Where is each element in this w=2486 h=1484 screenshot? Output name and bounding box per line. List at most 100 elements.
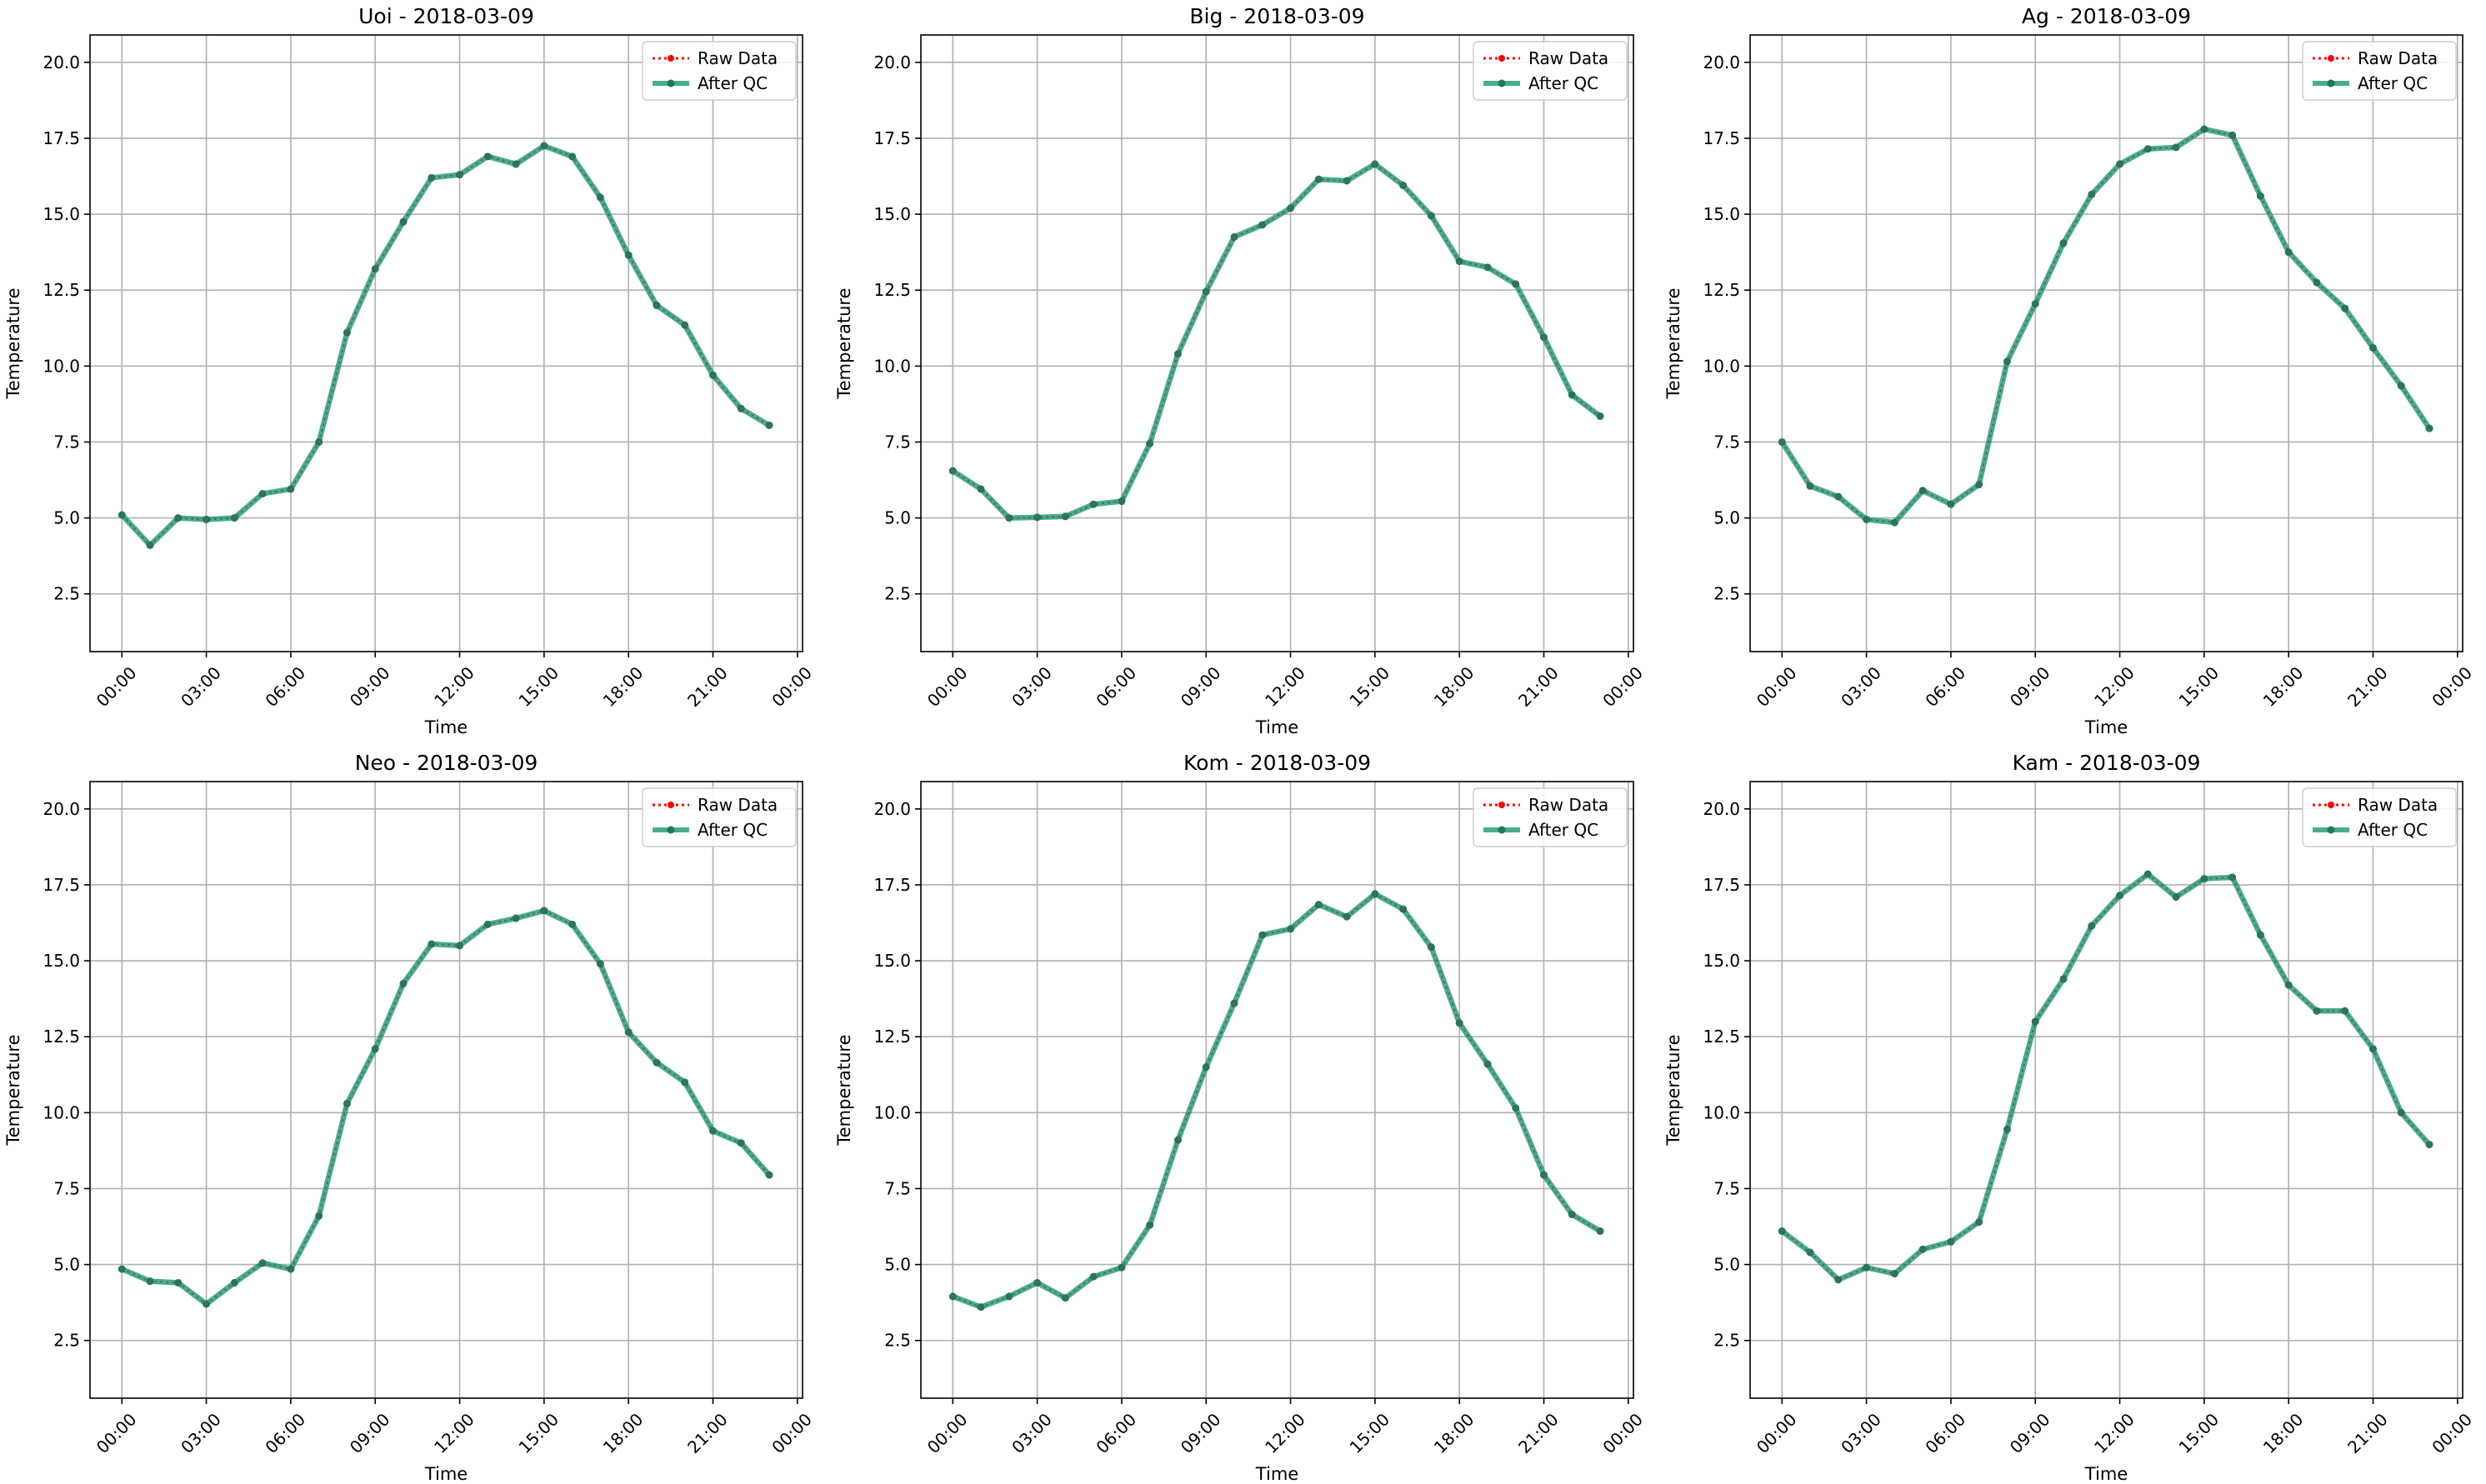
raw-data-point [2089, 192, 2093, 197]
raw-data-point [1232, 1001, 1237, 1006]
y-tick-label: 15.0 [1703, 204, 1740, 224]
raw-data-point [1836, 494, 1841, 499]
raw-data-point [2343, 306, 2347, 311]
raw-data-point [2033, 1019, 2038, 1024]
raw-data-point [513, 162, 518, 167]
raw-data-point [373, 267, 378, 271]
subplot-uoi: 2.5 5.0 7.5 10.0 12.5 15.0 17.5 20.0 00:00 03:00 0… [3, 4, 816, 737]
x-tick-label: 06:00 [1921, 662, 1969, 711]
y-tick-label: 7.5 [53, 1178, 80, 1198]
y-tick-label: 20.0 [1703, 52, 1740, 72]
raw-data-point [2314, 1009, 2319, 1013]
raw-data-point [1598, 1229, 1603, 1233]
raw-data-point [1063, 1296, 1068, 1300]
y-tick-label: 20.0 [43, 52, 80, 72]
chart-title: Neo - 2018-03-09 [355, 751, 538, 775]
y-axis-label: Temperature [1663, 287, 1683, 399]
raw-data-point [598, 195, 603, 200]
series-line-after-qc [952, 891, 1602, 1310]
series-line-raw-data [121, 909, 770, 1306]
raw-data-point [233, 516, 237, 520]
y-tick-label: 2.5 [884, 584, 911, 604]
raw-data-point [1232, 235, 1237, 239]
raw-data-point [288, 1267, 293, 1272]
raw-data-point [1485, 1062, 1490, 1067]
y-axis-label: Temperature [834, 287, 854, 399]
legend-qc-label: After QC [1528, 73, 1598, 93]
x-tick-label: 03:00 [1008, 1409, 1056, 1457]
y-tick-label: 12.5 [1703, 280, 1740, 300]
raw-data-point [458, 943, 462, 948]
y-tick-label: 5.0 [53, 1255, 80, 1275]
raw-data-point [429, 942, 433, 947]
raw-data-point [1893, 520, 1897, 525]
raw-data-point [1893, 1272, 1897, 1276]
y-tick-label: 20.0 [873, 799, 911, 819]
raw-data-point [1176, 1137, 1180, 1142]
x-axis-label: Time [2084, 1464, 2128, 1484]
raw-data-point [2061, 241, 2066, 245]
raw-data-point [2230, 133, 2234, 137]
x-tick-label: 18:00 [1430, 1409, 1478, 1457]
legend-raw-label: Raw Data [2358, 48, 2438, 68]
x-tick-label: 00:00 [768, 1409, 816, 1457]
y-tick-label: 12.5 [43, 280, 80, 300]
subplot-ag: 2.5 5.0 7.5 10.0 12.5 15.0 17.5 20.0 00:00 03:00 0… [1663, 4, 2476, 737]
legend-qc-label: After QC [698, 73, 768, 93]
y-tick-label: 2.5 [53, 1331, 80, 1351]
legend: Raw Data After QC [642, 787, 797, 847]
raw-data-point [2286, 983, 2291, 987]
raw-data-point [401, 219, 406, 224]
y-tick-label: 20.0 [43, 799, 80, 819]
y-tick-label: 15.0 [1703, 951, 1740, 971]
x-tick-label: 18:00 [2259, 1409, 2308, 1457]
x-tick-label: 12:00 [2090, 662, 2138, 711]
y-tick-label: 2.5 [1713, 584, 1740, 604]
raw-data-point [767, 1172, 772, 1177]
raw-data-point [739, 1141, 743, 1145]
y-tick-label: 10.0 [43, 1102, 80, 1122]
raw-data-point [1836, 1277, 1841, 1282]
raw-data-point [317, 440, 321, 444]
legend-qc-label: After QC [2358, 820, 2428, 840]
y-tick-label: 17.5 [1703, 128, 1740, 148]
raw-data-point [1780, 440, 1784, 444]
legend-raw-marker [2328, 55, 2334, 62]
x-axis-label: Time [424, 717, 468, 737]
legend-qc-label: After QC [698, 820, 768, 840]
raw-data-point [739, 407, 743, 411]
raw-data-point [1344, 915, 1349, 919]
legend-raw-marker [2328, 802, 2334, 808]
raw-data-point [1007, 516, 1012, 520]
x-tick-label: 12:00 [430, 662, 478, 711]
y-tick-label: 10.0 [873, 1102, 911, 1122]
raw-data-point [978, 487, 983, 492]
legend-qc-marker [2327, 79, 2335, 87]
raw-data-point [1864, 517, 1868, 522]
x-tick-label: 00:00 [1753, 662, 1801, 711]
y-tick-label: 5.0 [1713, 1255, 1740, 1275]
raw-data-point [2343, 1009, 2347, 1013]
raw-data-point [951, 1294, 955, 1299]
series-line-after-qc [951, 161, 1602, 521]
y-tick-label: 17.5 [43, 128, 80, 148]
raw-data-point [1148, 1223, 1152, 1227]
y-tick-label: 20.0 [1703, 799, 1740, 819]
raw-data-point [1373, 162, 1378, 167]
raw-data-point [486, 154, 490, 159]
raw-data-point [1920, 488, 1925, 492]
legend: Raw Data After QC [2302, 41, 2457, 101]
legend-qc-marker [1498, 79, 1506, 87]
raw-data-point [2146, 872, 2150, 877]
raw-data-point [683, 322, 687, 327]
x-tick-label: 12:00 [1261, 662, 1309, 711]
y-tick-label: 5.0 [1713, 508, 1740, 528]
x-tick-label: 12:00 [430, 1409, 478, 1457]
raw-data-point [2371, 346, 2375, 350]
raw-data-point [2089, 923, 2093, 928]
raw-data-point [1429, 213, 1433, 218]
raw-data-point [1091, 502, 1096, 507]
y-tick-label: 2.5 [53, 584, 80, 604]
axes-frame [1749, 34, 2463, 652]
